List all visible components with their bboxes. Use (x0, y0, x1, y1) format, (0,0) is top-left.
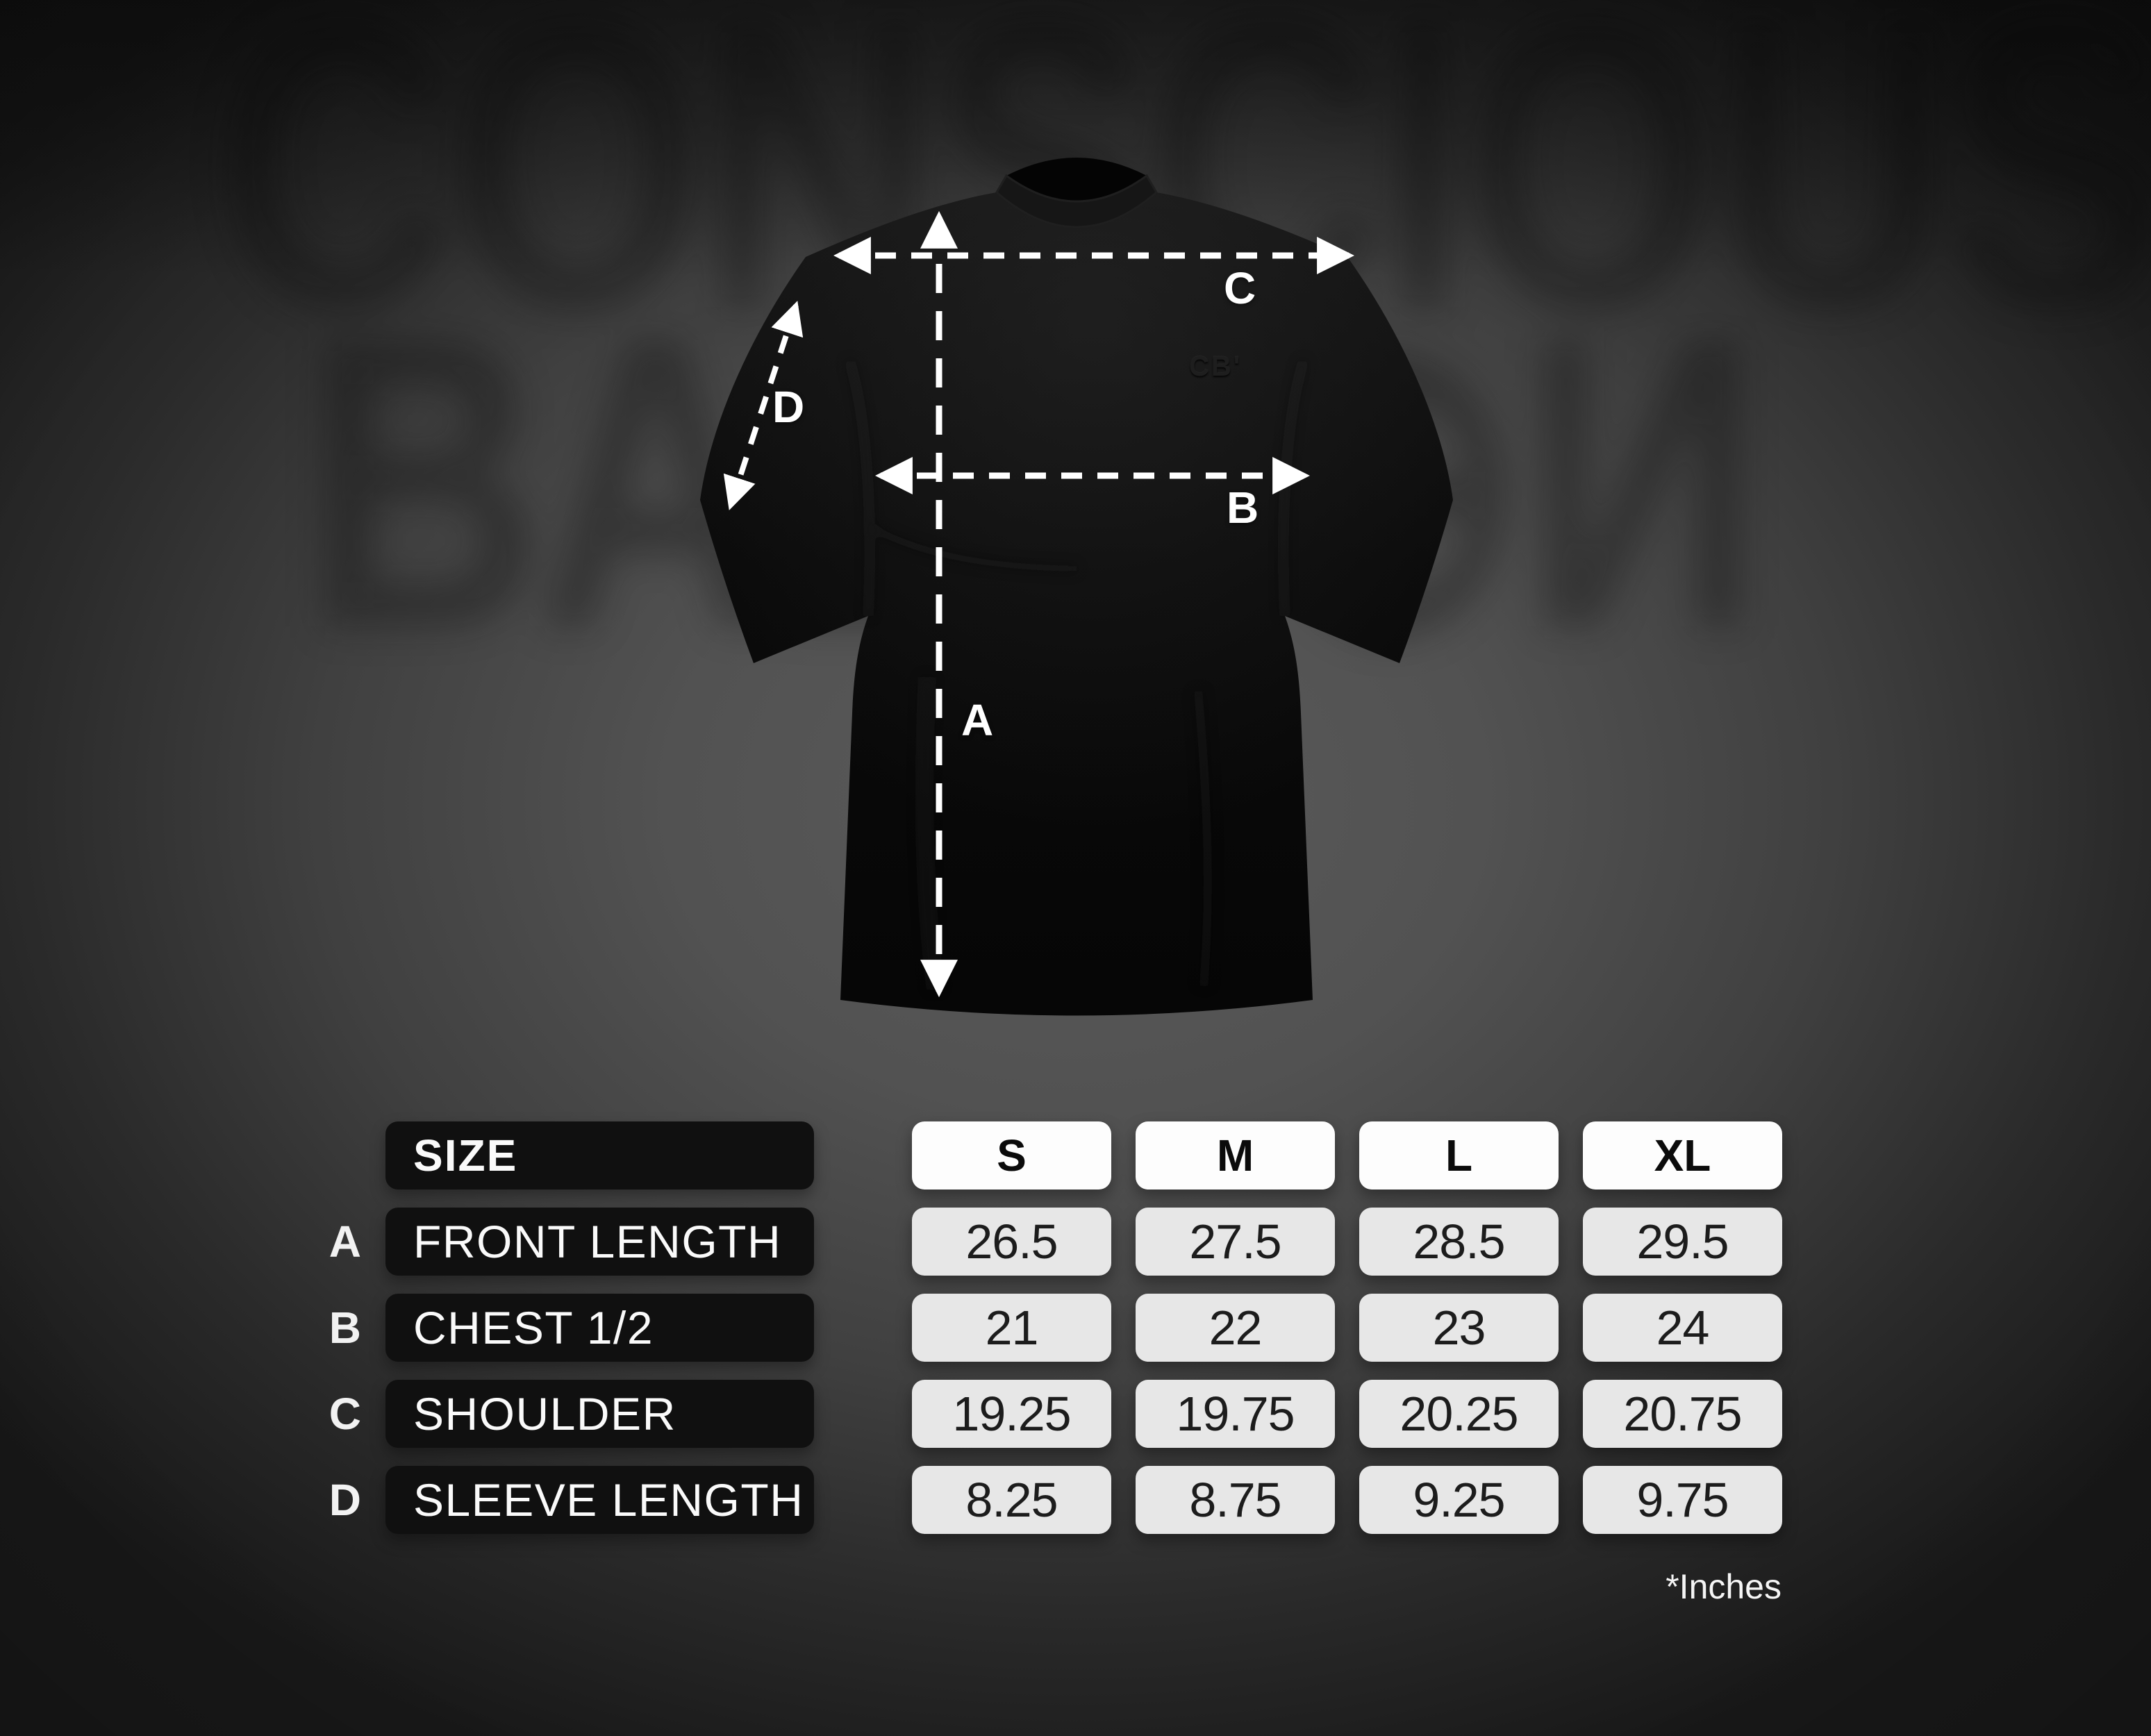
value-cell: 29.5 (1583, 1208, 1782, 1276)
row-label: FRONT LENGTH (385, 1208, 814, 1276)
column-header-l: L (1359, 1121, 1559, 1190)
value-cell: 19.75 (1136, 1380, 1335, 1448)
column-spacer (814, 1294, 888, 1362)
diagram-label-chest: B (1227, 483, 1259, 533)
tshirt-collar-band (995, 174, 1158, 228)
tshirt-back-neck (1006, 158, 1147, 203)
row-letter: C (329, 1389, 361, 1439)
value-cell: 19.25 (912, 1380, 1111, 1448)
value-cell: 28.5 (1359, 1208, 1559, 1276)
row-label: CHEST 1/2 (385, 1294, 814, 1362)
row-letter: A (329, 1217, 361, 1267)
row-letter: B (329, 1303, 361, 1353)
diagram-label-sleeve: D (772, 382, 805, 432)
value-cell: 20.25 (1359, 1380, 1559, 1448)
unit-footnote: *Inches (1666, 1567, 1782, 1606)
table-row-front-length: A FRONT LENGTH 26.5 27.5 28.5 29.5 (292, 1208, 1782, 1276)
value-cell: 9.75 (1583, 1466, 1782, 1534)
value-cell: 27.5 (1136, 1208, 1335, 1276)
row-label: SLEEVE LENGTH (385, 1466, 814, 1534)
row-label: SHOULDER (385, 1380, 814, 1448)
column-header-xl: XL (1583, 1121, 1782, 1190)
corner-spacer (292, 1121, 361, 1190)
size-header-cell: SIZE (385, 1121, 814, 1190)
column-spacer (814, 1380, 888, 1448)
column-spacer (814, 1121, 888, 1190)
value-cell: 21 (912, 1294, 1111, 1362)
value-cell: 20.75 (1583, 1380, 1782, 1448)
column-spacer (814, 1466, 888, 1534)
value-cell: 23 (1359, 1294, 1559, 1362)
table-row-shoulder: C SHOULDER 19.25 19.75 20.25 20.75 (292, 1380, 1782, 1448)
value-cell: 24 (1583, 1294, 1782, 1362)
value-cell: 22 (1136, 1294, 1335, 1362)
value-cell: 9.25 (1359, 1466, 1559, 1534)
arrow-sleeve-D (723, 301, 804, 510)
diagram-label-shoulder: C (1224, 263, 1256, 313)
table-header-row: SIZE S M L XL (292, 1121, 1782, 1190)
shirt-chest-logo: CB' (1189, 351, 1243, 382)
row-letter: D (329, 1475, 361, 1525)
value-cell: 8.25 (912, 1466, 1111, 1534)
column-header-m: M (1136, 1121, 1335, 1190)
value-cell: 26.5 (912, 1208, 1111, 1276)
value-cell: 8.75 (1136, 1466, 1335, 1534)
diagram-label-front-length: A (961, 695, 994, 745)
column-header-s: S (912, 1121, 1111, 1190)
table-row-chest: B CHEST 1/2 21 22 23 24 (292, 1294, 1782, 1362)
column-spacer (814, 1208, 888, 1276)
size-chart-table: SIZE S M L XL A FRONT LENGTH 26.5 27.5 2… (292, 1121, 1782, 1552)
table-row-sleeve-length: D SLEEVE LENGTH 8.25 8.75 9.25 9.75 (292, 1466, 1782, 1534)
